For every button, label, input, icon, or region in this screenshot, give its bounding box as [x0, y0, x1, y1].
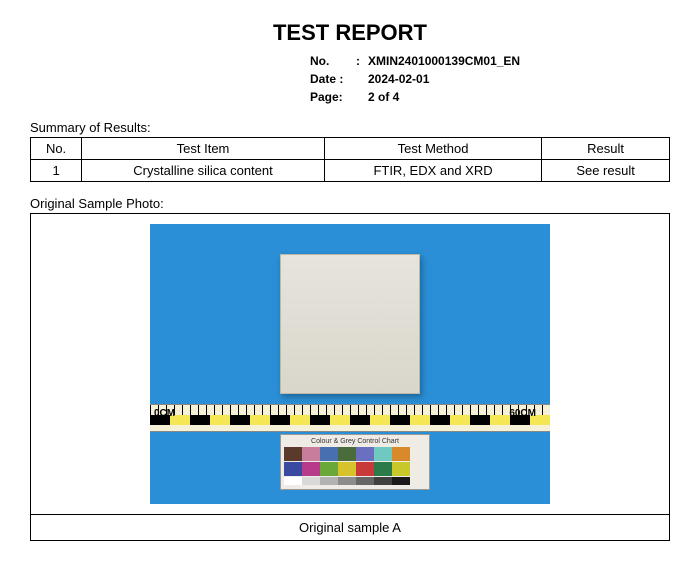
meta-no-key: No. — [310, 52, 356, 70]
summary-label: Summary of Results: — [30, 120, 670, 135]
gray-row — [284, 477, 426, 485]
swatch — [302, 462, 320, 476]
swatch — [356, 477, 374, 485]
photo-label: Original Sample Photo: — [30, 196, 670, 211]
color-control-chart: Colour & Grey Control Chart — [280, 434, 430, 490]
table-header-row: No. Test Item Test Method Result — [31, 138, 670, 160]
cell-item: Crystalline silica content — [82, 160, 325, 182]
report-title: TEST REPORT — [30, 20, 670, 46]
sample-photo: 0CM 60CM Colour & Grey Control Chart — [150, 224, 550, 504]
meta-date-val: 2024-02-01 — [368, 70, 429, 88]
swatch — [284, 477, 302, 485]
ruler-ticks — [150, 405, 550, 415]
swatch — [284, 462, 302, 476]
ruler-label-left: 0CM — [154, 408, 175, 419]
swatch — [392, 477, 410, 485]
swatch — [302, 477, 320, 485]
swatch — [320, 462, 338, 476]
meta-page-val: 2 of 4 — [368, 88, 399, 106]
swatch — [374, 477, 392, 485]
swatch — [356, 447, 374, 461]
meta-page-key: Page: — [310, 88, 356, 106]
swatch-row-2 — [284, 462, 426, 476]
swatch — [338, 447, 356, 461]
swatch — [320, 477, 338, 485]
ruler-blocks — [150, 415, 550, 425]
swatch — [392, 462, 410, 476]
swatch — [284, 447, 302, 461]
report-meta: No. : XMIN2401000139CM01_EN Date : 2024-… — [310, 52, 670, 106]
th-no: No. — [31, 138, 82, 160]
swatch — [302, 447, 320, 461]
cell-result: See result — [542, 160, 670, 182]
cell-method: FTIR, EDX and XRD — [324, 160, 541, 182]
color-chart-title: Colour & Grey Control Chart — [284, 438, 426, 445]
swatch — [356, 462, 374, 476]
cell-no: 1 — [31, 160, 82, 182]
photo-caption: Original sample A — [31, 514, 669, 540]
swatch — [338, 477, 356, 485]
ruler — [150, 404, 550, 432]
swatch-row-1 — [284, 447, 426, 461]
swatch — [374, 447, 392, 461]
th-result: Result — [542, 138, 670, 160]
meta-sep: : — [356, 52, 368, 70]
photo-box: 0CM 60CM Colour & Grey Control Chart Ori… — [30, 213, 670, 541]
sample-tile — [280, 254, 420, 394]
swatch — [392, 447, 410, 461]
swatch — [320, 447, 338, 461]
ruler-label-right: 60CM — [509, 408, 536, 419]
swatch — [338, 462, 356, 476]
photo-area: 0CM 60CM Colour & Grey Control Chart — [31, 214, 669, 514]
th-method: Test Method — [324, 138, 541, 160]
table-row: 1 Crystalline silica content FTIR, EDX a… — [31, 160, 670, 182]
meta-date-key: Date : — [310, 70, 356, 88]
swatch — [374, 462, 392, 476]
th-item: Test Item — [82, 138, 325, 160]
results-table: No. Test Item Test Method Result 1 Cryst… — [30, 137, 670, 182]
meta-no-val: XMIN2401000139CM01_EN — [368, 52, 520, 70]
